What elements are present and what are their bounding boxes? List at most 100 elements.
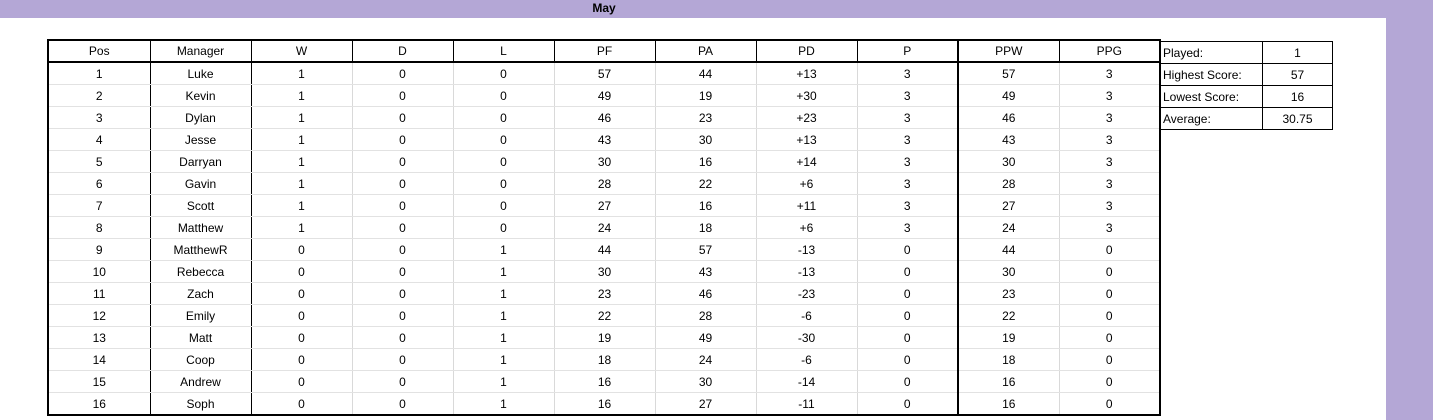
cell-manager[interactable]: Jesse [149,128,252,151]
cell-pos[interactable]: 1 [47,62,151,85]
cell-p[interactable]: 3 [856,128,959,151]
cell-pd[interactable]: +30 [755,84,858,107]
cell-ppw[interactable]: 57 [957,62,1060,85]
cell-manager[interactable]: Kevin [149,84,252,107]
column-header-manager[interactable]: Manager [149,39,252,63]
cell-manager[interactable]: MatthewR [149,238,252,261]
column-header-pd[interactable]: PD [755,39,858,63]
summary-label[interactable]: Average: [1159,107,1263,130]
cell-pf[interactable]: 49 [553,84,656,107]
cell-d[interactable]: 0 [351,216,454,239]
cell-l[interactable]: 1 [452,260,555,283]
cell-w[interactable]: 1 [250,216,353,239]
column-header-ppw[interactable]: PPW [957,39,1060,63]
cell-w[interactable]: 1 [250,62,353,85]
cell-d[interactable]: 0 [351,62,454,85]
cell-manager[interactable]: Dylan [149,106,252,129]
summary-value[interactable]: 30.75 [1262,107,1333,130]
cell-p[interactable]: 0 [856,282,959,305]
cell-l[interactable]: 0 [452,62,555,85]
cell-ppw[interactable]: 44 [957,238,1060,261]
cell-ppg[interactable]: 3 [1058,150,1161,173]
cell-d[interactable]: 0 [351,106,454,129]
summary-value[interactable]: 1 [1262,41,1333,64]
cell-p[interactable]: 3 [856,150,959,173]
cell-pd[interactable]: -30 [755,326,858,349]
cell-pa[interactable]: 16 [654,150,757,173]
cell-l[interactable]: 1 [452,370,555,393]
cell-w[interactable]: 1 [250,106,353,129]
cell-w[interactable]: 1 [250,172,353,195]
cell-d[interactable]: 0 [351,194,454,217]
cell-pos[interactable]: 7 [47,194,151,217]
cell-l[interactable]: 1 [452,304,555,327]
cell-l[interactable]: 1 [452,326,555,349]
cell-pd[interactable]: -13 [755,238,858,261]
cell-pd[interactable]: -14 [755,370,858,393]
cell-pos[interactable]: 11 [47,282,151,305]
cell-w[interactable]: 0 [250,370,353,393]
cell-ppg[interactable]: 0 [1058,282,1161,305]
summary-label[interactable]: Highest Score: [1159,63,1263,86]
cell-pa[interactable]: 57 [654,238,757,261]
cell-ppg[interactable]: 3 [1058,62,1161,85]
cell-l[interactable]: 1 [452,392,555,416]
cell-ppg[interactable]: 0 [1058,348,1161,371]
summary-value[interactable]: 16 [1262,85,1333,108]
cell-manager[interactable]: Matthew [149,216,252,239]
cell-pa[interactable]: 23 [654,106,757,129]
cell-pd[interactable]: +6 [755,216,858,239]
column-header-pa[interactable]: PA [654,39,757,63]
cell-manager[interactable]: Darryan [149,150,252,173]
cell-ppw[interactable]: 30 [957,150,1060,173]
cell-pos[interactable]: 15 [47,370,151,393]
cell-p[interactable]: 0 [856,392,959,416]
cell-w[interactable]: 0 [250,282,353,305]
cell-d[interactable]: 0 [351,348,454,371]
cell-manager[interactable]: Emily [149,304,252,327]
cell-pd[interactable]: +14 [755,150,858,173]
summary-label[interactable]: Played: [1159,41,1263,64]
cell-pd[interactable]: -11 [755,392,858,416]
cell-pa[interactable]: 19 [654,84,757,107]
cell-p[interactable]: 3 [856,172,959,195]
cell-manager[interactable]: Scott [149,194,252,217]
cell-p[interactable]: 0 [856,260,959,283]
cell-pa[interactable]: 16 [654,194,757,217]
column-header-ppg[interactable]: PPG [1058,39,1161,63]
cell-pd[interactable]: -6 [755,348,858,371]
cell-w[interactable]: 1 [250,84,353,107]
cell-pf[interactable]: 22 [553,304,656,327]
cell-l[interactable]: 0 [452,216,555,239]
cell-w[interactable]: 0 [250,238,353,261]
cell-pd[interactable]: +23 [755,106,858,129]
cell-pf[interactable]: 57 [553,62,656,85]
cell-ppg[interactable]: 3 [1058,84,1161,107]
cell-pa[interactable]: 22 [654,172,757,195]
cell-pos[interactable]: 8 [47,216,151,239]
cell-pf[interactable]: 23 [553,282,656,305]
cell-ppw[interactable]: 24 [957,216,1060,239]
cell-pd[interactable]: -6 [755,304,858,327]
cell-p[interactable]: 0 [856,238,959,261]
cell-ppw[interactable]: 19 [957,326,1060,349]
cell-d[interactable]: 0 [351,260,454,283]
cell-pd[interactable]: +13 [755,128,858,151]
cell-pos[interactable]: 10 [47,260,151,283]
cell-pa[interactable]: 27 [654,392,757,416]
cell-pf[interactable]: 18 [553,348,656,371]
cell-pa[interactable]: 46 [654,282,757,305]
cell-ppg[interactable]: 0 [1058,370,1161,393]
cell-w[interactable]: 1 [250,128,353,151]
cell-l[interactable]: 0 [452,128,555,151]
cell-pd[interactable]: +11 [755,194,858,217]
cell-l[interactable]: 0 [452,194,555,217]
cell-l[interactable]: 0 [452,172,555,195]
cell-pf[interactable]: 46 [553,106,656,129]
cell-pf[interactable]: 16 [553,370,656,393]
cell-ppw[interactable]: 16 [957,370,1060,393]
cell-pd[interactable]: -23 [755,282,858,305]
cell-p[interactable]: 0 [856,370,959,393]
cell-l[interactable]: 1 [452,348,555,371]
cell-ppw[interactable]: 49 [957,84,1060,107]
